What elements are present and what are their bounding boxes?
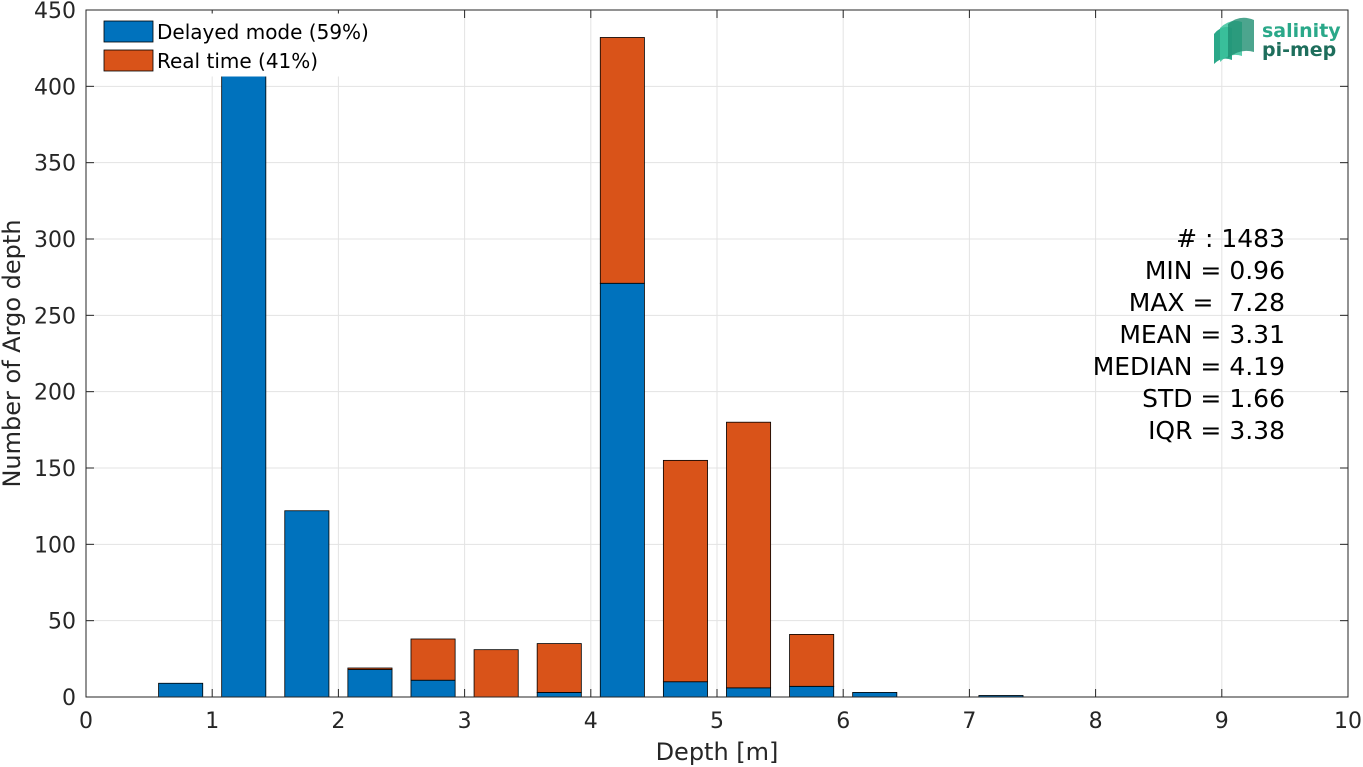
x-tick-label: 9 (1215, 709, 1229, 734)
bar-real-time-4.25 (599, 37, 645, 284)
bar-delayed-mode-0.75 (158, 682, 204, 698)
bar-delayed-mode-6.25 (852, 692, 898, 698)
legend-swatch-real-time (103, 49, 154, 72)
stat-iqr: IQR = 3.38 (1148, 416, 1285, 445)
y-tick-label: 300 (34, 228, 76, 253)
stat-std: STD = 1.66 (1142, 384, 1285, 413)
y-tick-label: 250 (34, 304, 76, 329)
wave-icon (1214, 17, 1254, 64)
stat-min: MIN = 0.96 (1145, 256, 1285, 285)
stat-mean: MEAN = 3.31 (1119, 320, 1285, 349)
stat-median: MEDIAN = 4.19 (1093, 352, 1285, 381)
logo-text-salinity: salinity (1262, 20, 1341, 42)
bar-delayed-mode-2.25 (347, 669, 393, 698)
y-tick-label: 400 (34, 75, 76, 100)
legend: Delayed mode (59%) Real time (41%) (95, 13, 397, 77)
x-tick-label: 8 (1089, 709, 1103, 734)
stat-max: MAX = 7.28 (1129, 288, 1285, 317)
bar-delayed-mode-3.75 (536, 692, 582, 698)
bar-delayed-mode-1.25 (221, 61, 267, 698)
bar-real-time-2.25 (347, 667, 393, 670)
bar-delayed-mode-5.75 (789, 685, 835, 698)
x-tick-label: 5 (710, 709, 724, 734)
x-tick-label: 10 (1334, 709, 1362, 734)
x-tick-label: 4 (584, 709, 598, 734)
bar-delayed-mode-2.75 (410, 679, 456, 698)
bar-real-time-2.75 (410, 638, 456, 681)
y-tick-label: 50 (48, 610, 76, 635)
y-tick-label: 100 (34, 533, 76, 558)
x-tick-label: 7 (962, 709, 976, 734)
bar-real-time-5.75 (789, 634, 835, 687)
y-tick-label: 150 (34, 457, 76, 482)
x-tick-label: 3 (458, 709, 472, 734)
y-tick-label: 350 (34, 152, 76, 177)
statistics-annotation: # : 1483 MIN = 0.96 MAX = 7.28 MEAN = 3.… (1093, 224, 1285, 445)
logo-text-pi-mep: pi-mep (1262, 39, 1336, 61)
salinity-pi-mep-logo: salinity pi-mep (1214, 17, 1341, 64)
bar-delayed-mode-1.75 (284, 510, 330, 698)
bar-delayed-mode-5.25 (726, 687, 772, 698)
bar-real-time-3.25 (473, 649, 519, 698)
y-axis-title: Number of Argo depth (0, 219, 26, 487)
bar-real-time-3.75 (536, 643, 582, 693)
bar-delayed-mode-4.25 (599, 282, 645, 698)
bars (158, 37, 1024, 698)
stat-count: # : 1483 (1176, 224, 1285, 253)
y-tick-label: 200 (34, 381, 76, 406)
legend-label-delayed-mode: Delayed mode (59%) (157, 20, 369, 44)
legend-label-real-time: Real time (41%) (157, 49, 318, 73)
x-tick-label: 6 (836, 709, 850, 734)
bar-delayed-mode-4.75 (662, 681, 708, 698)
bar-real-time-5.25 (726, 421, 772, 689)
legend-swatch-delayed-mode (103, 20, 154, 43)
x-tick-label: 2 (331, 709, 345, 734)
y-tick-label: 0 (62, 686, 76, 711)
x-tick-label: 0 (79, 709, 93, 734)
bar-real-time-4.75 (662, 459, 708, 683)
x-axis-title: Depth [m] (656, 738, 779, 766)
x-tick-label: 1 (205, 709, 219, 734)
y-tick-label: 450 (34, 0, 76, 24)
